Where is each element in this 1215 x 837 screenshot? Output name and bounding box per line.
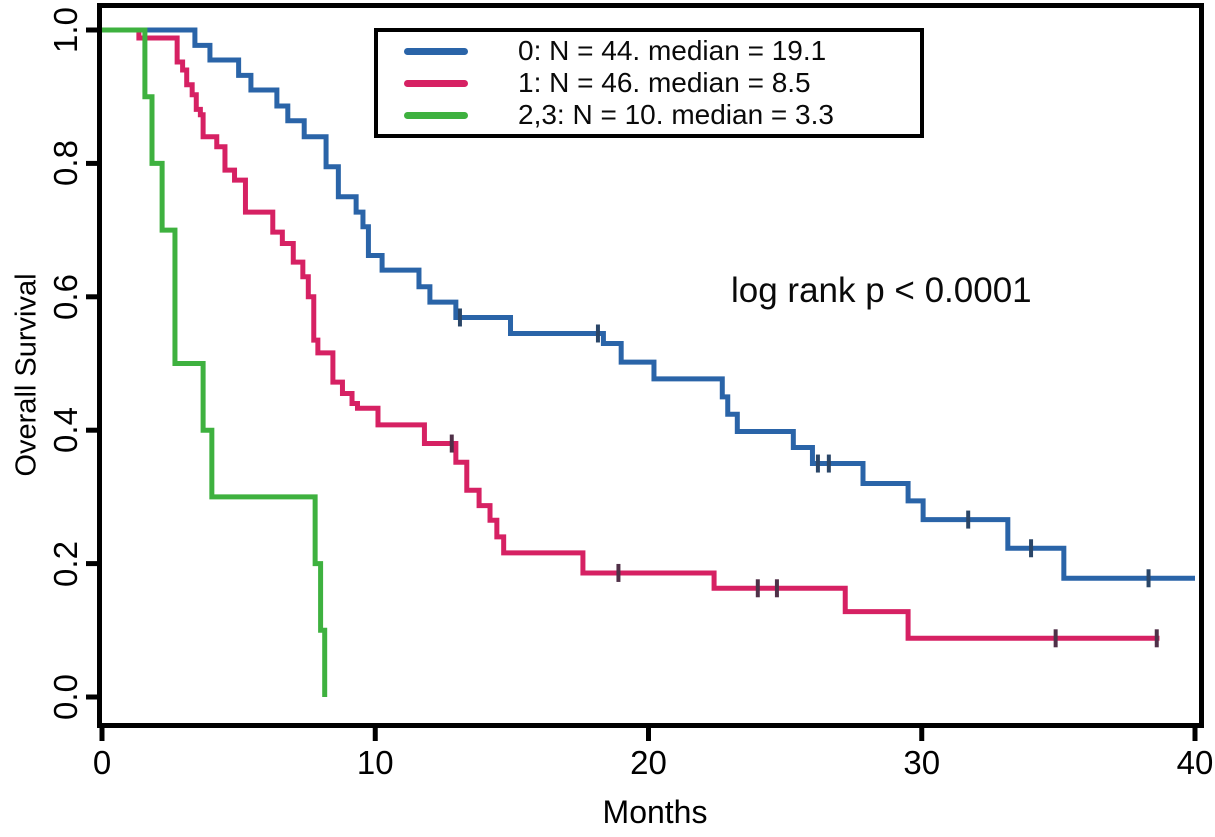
- survival-curve-group-1: [102, 27, 1160, 641]
- survival-curve-group-0: [102, 27, 1195, 581]
- y-tick-label: 0.0: [47, 674, 84, 720]
- legend-label-group1: 1: N = 46. median = 8.5: [518, 67, 811, 98]
- legend-row-group0: 0: N = 44. median = 19.1: [404, 35, 920, 66]
- y-tick-label: 0.8: [47, 140, 84, 187]
- legend-row-group23: 2,3: N = 10. median = 3.3: [404, 99, 920, 130]
- legend-row-group1: 1: N = 46. median = 8.5: [404, 67, 920, 98]
- y-tick-label: 0.6: [47, 273, 84, 320]
- legend-swatch-group23-line: [404, 111, 468, 119]
- x-tick-label: 20: [630, 744, 667, 781]
- x-tick-label: 10: [356, 744, 394, 781]
- y-tick-label: 0.2: [47, 540, 84, 587]
- legend-label-group23: 2,3: N = 10. median = 3.3: [518, 99, 834, 130]
- legend-label-group0: 0: N = 44. median = 19.1: [518, 35, 827, 66]
- legend-swatch-group0-line: [404, 47, 468, 55]
- survival-curve-group-2,3: [102, 27, 328, 697]
- legend: 0: N = 44. median = 19.1 1: N = 46. medi…: [374, 28, 924, 138]
- log-rank-p-value: log rank p < 0.0001: [731, 271, 1032, 310]
- x-axis-title: Months: [602, 794, 708, 830]
- y-axis-title: Overall Survival: [10, 273, 43, 477]
- legend-swatch-group1-line: [404, 79, 468, 87]
- y-tick-label: 1.0: [47, 7, 84, 53]
- x-tick-label: 30: [903, 744, 941, 781]
- y-tick-label: 0.4: [47, 407, 84, 454]
- x-tick-label: 0: [92, 744, 112, 781]
- x-tick-label: 40: [1176, 744, 1214, 781]
